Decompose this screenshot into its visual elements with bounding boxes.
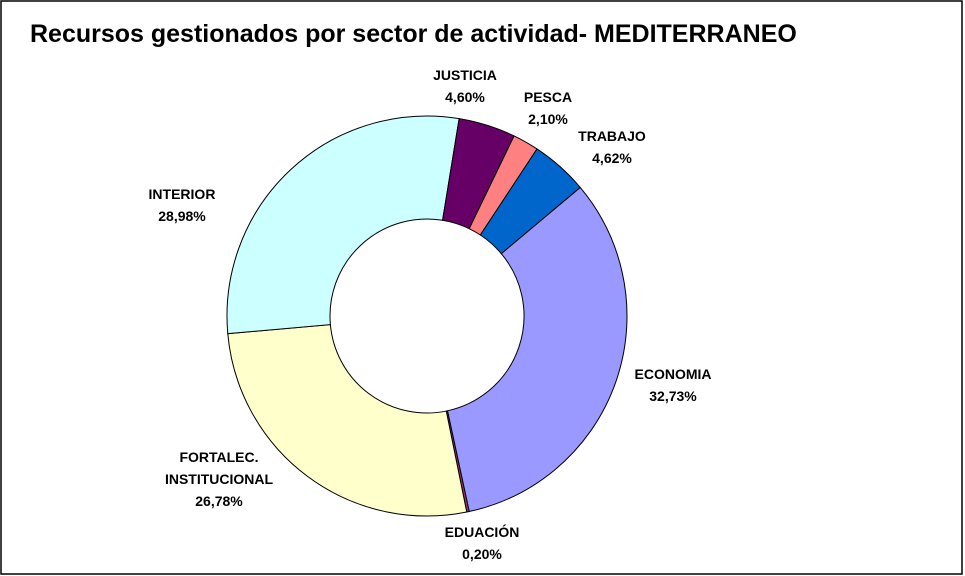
slice-label: TRABAJO 4,62% bbox=[547, 125, 677, 169]
value-label: 0,20% bbox=[462, 546, 502, 562]
slice-label: INTERIOR 28,98% bbox=[117, 183, 247, 227]
slice-label: EDUACIÓN 0,20% bbox=[417, 521, 547, 565]
slice-label: FORTALEC. INSTITUCIONAL 26,78% bbox=[154, 446, 284, 512]
donut-slice bbox=[479, 148, 581, 255]
donut-slice bbox=[227, 324, 468, 517]
chart-title: Recursos gestionados por sector de activ… bbox=[30, 20, 797, 48]
value-label: 32,73% bbox=[649, 388, 697, 404]
value-label: 26,78% bbox=[195, 493, 243, 509]
value-label: 4,60% bbox=[445, 89, 485, 105]
donut-slice bbox=[226, 115, 460, 335]
slice-label: PESCA 2,10% bbox=[483, 86, 613, 130]
value-label: 4,62% bbox=[592, 150, 632, 166]
value-label: 2,10% bbox=[528, 111, 568, 127]
value-label: 28,98% bbox=[158, 208, 206, 224]
donut-slice bbox=[446, 186, 628, 513]
slice-label: ECONOMIA 32,73% bbox=[608, 363, 738, 407]
slice-label: JUSTICIA 4,60% bbox=[400, 64, 530, 108]
